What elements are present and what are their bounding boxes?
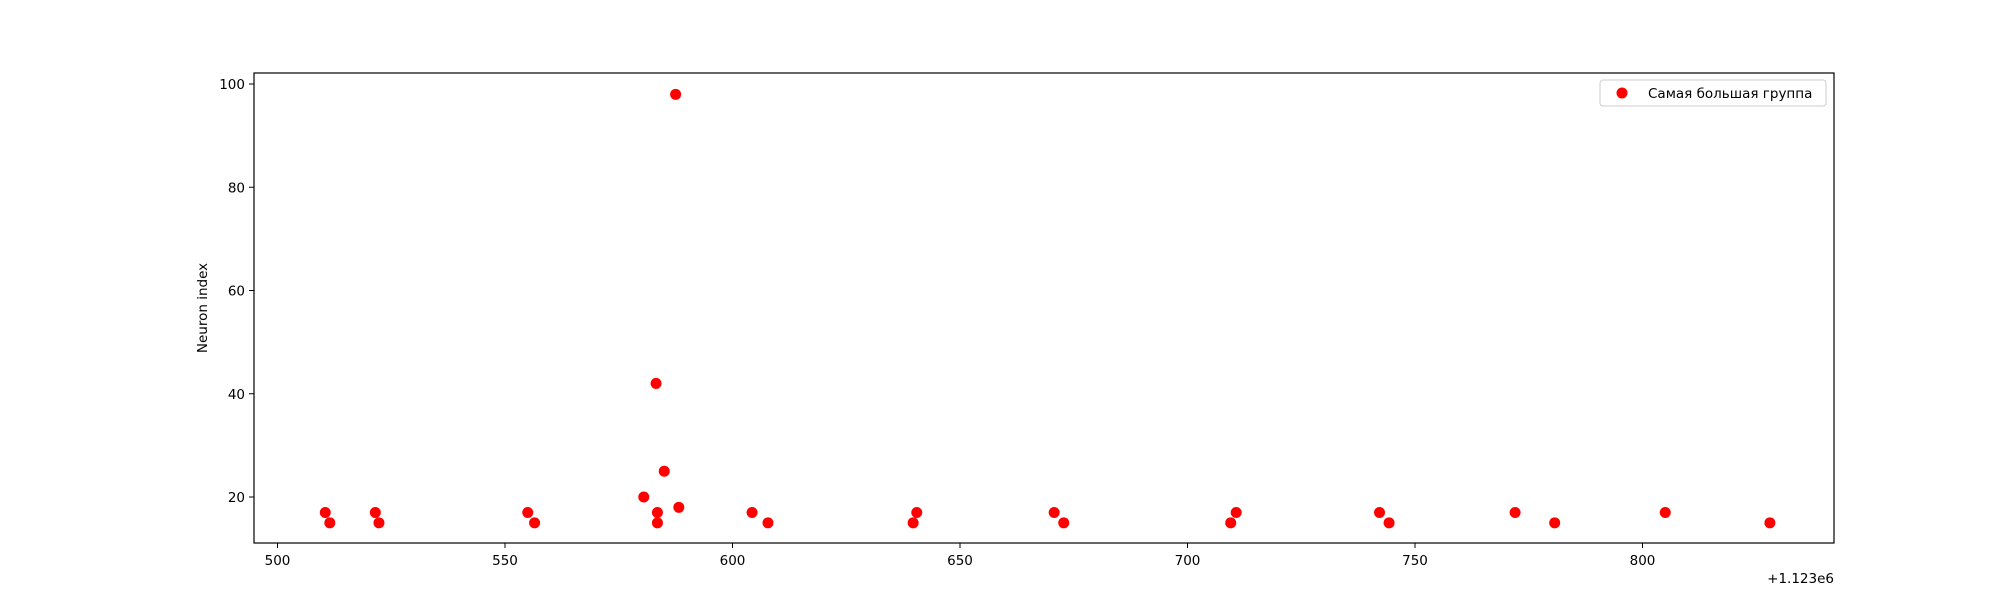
data-point xyxy=(670,88,682,100)
data-point xyxy=(1659,506,1671,518)
data-point xyxy=(529,517,541,529)
data-point xyxy=(746,506,758,518)
y-tick-label: 80 xyxy=(228,180,245,196)
x-tick-label: 750 xyxy=(1402,553,1428,569)
data-point xyxy=(651,506,663,518)
data-point xyxy=(658,465,670,477)
plot-area xyxy=(319,88,1776,529)
data-point xyxy=(911,506,923,518)
data-point xyxy=(1549,517,1561,529)
data-point xyxy=(1048,506,1060,518)
legend-marker xyxy=(1616,87,1628,99)
x-tick-label: 500 xyxy=(265,553,291,569)
x-tick-label: 550 xyxy=(492,553,518,569)
legend-entry-label: Самая большая группа xyxy=(1648,86,1812,102)
x-tick-label: 650 xyxy=(947,553,973,569)
y-axis-label: Neuron index xyxy=(195,263,211,353)
data-point xyxy=(319,506,331,518)
x-tick-label: 800 xyxy=(1630,553,1656,569)
legend-frame xyxy=(1599,79,1827,107)
data-point xyxy=(650,377,662,389)
data-point xyxy=(673,501,685,513)
y-tick-label: 20 xyxy=(228,490,245,506)
data-point xyxy=(1383,517,1395,529)
y-tick-label: 40 xyxy=(228,387,245,403)
data-point xyxy=(1374,506,1386,518)
data-point xyxy=(1225,517,1237,529)
data-point xyxy=(1230,506,1242,518)
data-point xyxy=(369,506,381,518)
data-point xyxy=(1058,517,1070,529)
x-tick-label: 600 xyxy=(720,553,746,569)
plot-frame xyxy=(253,72,1835,544)
data-point xyxy=(1509,506,1521,518)
data-point xyxy=(762,517,774,529)
data-point xyxy=(373,517,385,529)
data-point xyxy=(638,491,650,503)
legend: Самая большая группа xyxy=(1599,79,1827,107)
axes: +1.123e6 Neuron index 500 550 600 650 700 750… xyxy=(195,72,1835,587)
data-point xyxy=(324,517,336,529)
y-tick-label: 100 xyxy=(219,77,245,93)
data-point xyxy=(651,517,663,529)
data-point xyxy=(522,506,534,518)
x-tick-label: 700 xyxy=(1175,553,1201,569)
data-point xyxy=(1764,517,1776,529)
x-offset-label: +1.123e6 xyxy=(1767,571,1834,587)
y-tick-label: 60 xyxy=(228,284,245,300)
data-point xyxy=(907,517,919,529)
